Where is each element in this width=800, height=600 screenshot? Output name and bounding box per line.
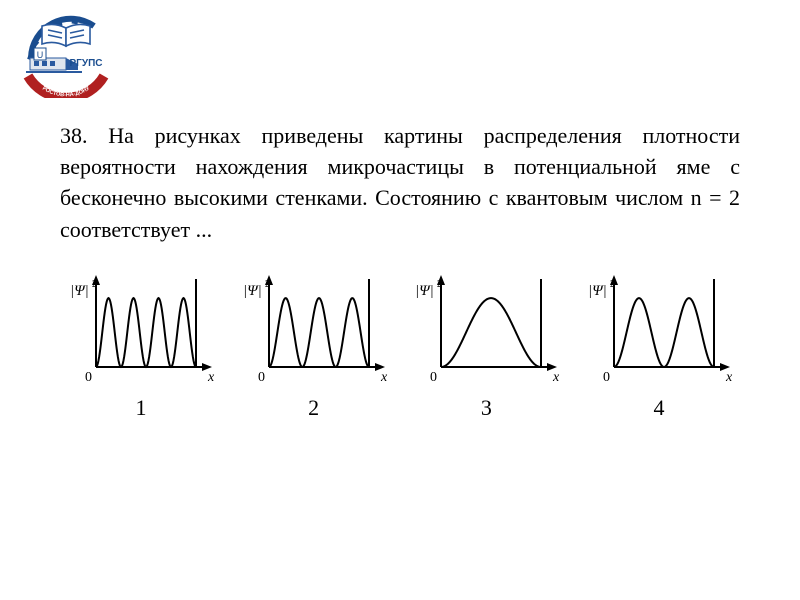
svg-text:|Ψ|: |Ψ| xyxy=(415,283,434,299)
plots-row: |Ψ|20x 1 |Ψ|20x 2 |Ψ|20x 3 |Ψ|20x 4 xyxy=(60,275,740,421)
plot-3-label: 3 xyxy=(481,395,492,421)
plot-1-label: 1 xyxy=(136,395,147,421)
plot-4: |Ψ|2 0 x 4 xyxy=(584,275,734,421)
svg-text:2: 2 xyxy=(437,279,442,290)
svg-text:2: 2 xyxy=(265,279,270,290)
question-body: На рисунках приведены картины распределе… xyxy=(60,123,740,242)
question-number: 38. xyxy=(60,123,88,148)
svg-text:|Ψ|: |Ψ| xyxy=(588,283,607,299)
plot-2: |Ψ|20x 2 xyxy=(239,275,389,421)
svg-text:x: x xyxy=(207,370,215,385)
svg-text:U: U xyxy=(37,50,44,60)
question-text: 38. На рисунках приведены картины распре… xyxy=(60,120,740,245)
svg-text:x: x xyxy=(552,370,560,385)
svg-text:|Ψ|: |Ψ| xyxy=(243,283,262,299)
svg-text:2: 2 xyxy=(610,279,615,290)
svg-text:0: 0 xyxy=(430,370,437,385)
svg-text:x: x xyxy=(725,370,733,385)
plot-1: |Ψ|2 0 x 1 xyxy=(66,275,216,421)
university-logo: U РГУПС РОСТОВ-НА-ДОНУ xyxy=(16,8,116,98)
svg-text:|Ψ|: |Ψ| xyxy=(70,283,89,299)
plot-2-label: 2 xyxy=(308,395,319,421)
svg-text:2: 2 xyxy=(92,279,97,290)
svg-text:0: 0 xyxy=(258,370,265,385)
svg-text:x: x xyxy=(380,370,388,385)
question-block: 38. На рисунках приведены картины распре… xyxy=(60,120,740,421)
plot-3: |Ψ|2 0 x 3 xyxy=(411,275,561,421)
plot-4-label: 4 xyxy=(653,395,664,421)
svg-text:0: 0 xyxy=(603,370,610,385)
svg-text:0: 0 xyxy=(85,370,92,385)
logo-text-top: РГУПС xyxy=(70,58,103,69)
